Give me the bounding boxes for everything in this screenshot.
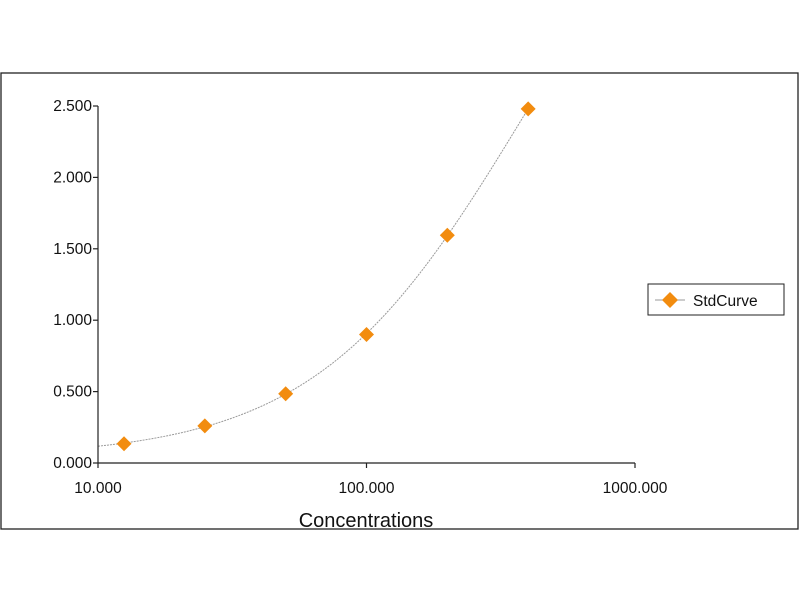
- legend-diamond-marker: [662, 292, 678, 308]
- y-tick-label: 0.000: [53, 455, 92, 472]
- legend-box: [647, 283, 785, 316]
- fit-curve: [97, 108, 529, 447]
- y-tick-label: 1.500: [53, 241, 92, 258]
- data-point-diamond: [197, 418, 213, 434]
- data-point-diamond: [359, 326, 374, 342]
- x-tick-label: 100.000: [338, 480, 394, 497]
- legend: StdCurve: [647, 283, 785, 316]
- data-point-diamond: [520, 101, 536, 117]
- x-tick-label: 1000.000: [603, 480, 668, 497]
- x-axis-title: Concentrations: [299, 510, 434, 532]
- data-point-diamond: [116, 436, 132, 452]
- y-tick-label: 0.500: [53, 384, 92, 401]
- x-axis-ticks: 10.000 100.000 1000.000: [74, 463, 668, 497]
- data-point-diamond: [439, 227, 455, 243]
- x-tick-label: 10.000: [74, 480, 122, 497]
- y-tick-label: 2.000: [53, 169, 92, 186]
- data-points: [116, 101, 536, 452]
- y-tick-label: 2.500: [53, 98, 92, 115]
- data-point-diamond: [278, 386, 294, 402]
- y-axis-ticks: 0.000 0.500 1.000 1.500 2.000 2.500: [53, 98, 98, 472]
- y-tick-label: 1.000: [53, 312, 92, 329]
- legend-label: StdCurve: [693, 293, 758, 310]
